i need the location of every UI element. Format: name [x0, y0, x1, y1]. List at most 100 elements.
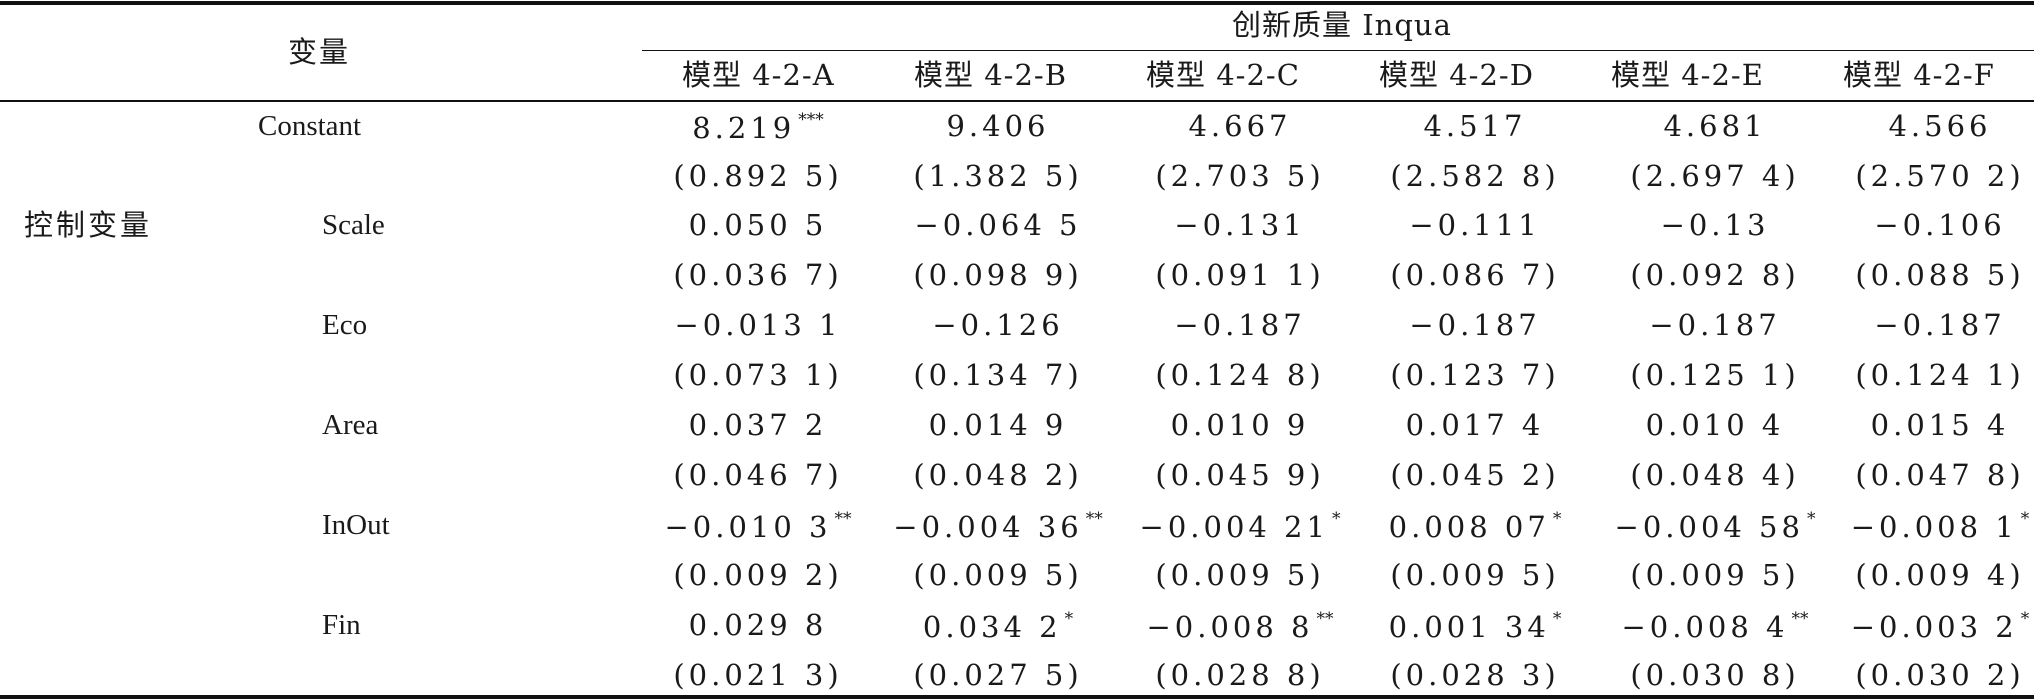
- se-inout-col-4: (0.009 5): [1390, 558, 1560, 592]
- se-eco-col-5: (0.125 1): [1630, 358, 1800, 392]
- variable-column-header: 变量: [288, 35, 351, 69]
- se-scale-col-2: (0.098 9): [913, 258, 1083, 292]
- se-inout-col-5: (0.009 5): [1630, 558, 1800, 592]
- significance-stars: **: [1791, 609, 1809, 629]
- se-fin-col-5: (0.030 8): [1630, 658, 1800, 692]
- coef-value: −0.126: [932, 308, 1064, 342]
- coef-value: −0.187: [1174, 308, 1306, 342]
- se-fin-col-2: (0.027 5): [913, 658, 1083, 692]
- se-area-col-3: (0.045 9): [1155, 458, 1325, 492]
- coef-value: −0.187: [1409, 308, 1541, 342]
- se-constant-col-4: (2.582 8): [1390, 159, 1560, 193]
- coef-value: 0.050 5: [688, 208, 828, 242]
- coef-inout-col-5: −0.004 58 *: [1615, 511, 1816, 542]
- se-eco-col-4: (0.123 7): [1390, 358, 1560, 392]
- table-bottom-rule: [0, 695, 2034, 699]
- se-fin-col-1: (0.021 3): [673, 658, 843, 692]
- coef-value: −0.008 4: [1621, 610, 1789, 644]
- row-label-area: Area: [322, 409, 379, 441]
- coef-inout-col-1: −0.010 3 **: [665, 511, 852, 542]
- coef-area-col-5: 0.010 4: [1646, 411, 1785, 440]
- coef-scale-col-2: −0.064 5: [915, 211, 1082, 240]
- model-header-c: 模型 4-2-C: [1146, 58, 1300, 92]
- innovation-quality-group-header: 创新质量 Inqua: [1232, 8, 1452, 42]
- coef-value: 0.010 4: [1645, 408, 1785, 442]
- coef-value: −0.003 2: [1850, 610, 2018, 644]
- model-header-f: 模型 4-2-F: [1843, 58, 1995, 92]
- header-bottom-rule: [0, 100, 2034, 102]
- coef-value: −0.106: [1874, 208, 2006, 242]
- se-constant-col-1: (0.892 5): [673, 159, 843, 193]
- coef-eco-col-5: −0.187: [1649, 311, 1780, 340]
- coef-area-col-2: 0.014 9: [929, 411, 1068, 440]
- se-area-col-6: (0.047 8): [1855, 458, 2025, 492]
- coef-value: 0.010 9: [1170, 408, 1310, 442]
- significance-stars: *: [1806, 509, 1816, 529]
- coef-value: 0.017 4: [1405, 408, 1545, 442]
- coef-value: −0.13: [1660, 208, 1770, 242]
- se-area-col-1: (0.046 7): [673, 458, 843, 492]
- significance-stars: **: [1316, 609, 1334, 629]
- se-fin-col-4: (0.028 3): [1390, 658, 1560, 692]
- coef-inout-col-6: −0.008 1 *: [1851, 511, 2030, 542]
- group-header-underline: [642, 50, 2034, 51]
- se-scale-col-5: (0.092 8): [1630, 258, 1800, 292]
- coef-fin-col-3: −0.008 8 **: [1147, 611, 1334, 642]
- se-area-col-2: (0.048 2): [913, 458, 1083, 492]
- se-eco-col-1: (0.073 1): [673, 358, 843, 392]
- significance-stars: **: [834, 509, 852, 529]
- row-label-constant: Constant: [258, 110, 362, 142]
- significance-stars: *: [1552, 509, 1562, 529]
- coef-constant-col-1: 8.219 ***: [692, 112, 824, 143]
- coef-value: −0.187: [1649, 308, 1781, 342]
- se-area-col-5: (0.048 4): [1630, 458, 1800, 492]
- significance-stars: *: [1064, 609, 1074, 629]
- coef-area-col-3: 0.010 9: [1171, 411, 1310, 440]
- coef-value: −0.004 58: [1614, 510, 1804, 544]
- coef-value: 0.008 07: [1388, 510, 1550, 544]
- se-scale-col-4: (0.086 7): [1390, 258, 1560, 292]
- model-header-a: 模型 4-2-A: [682, 58, 835, 92]
- coef-value: −0.004 36: [893, 510, 1083, 544]
- coef-fin-col-1: 0.029 8: [689, 611, 828, 640]
- coef-value: 0.014 9: [928, 408, 1068, 442]
- significance-stars: *: [2020, 609, 2030, 629]
- coef-area-col-6: 0.015 4: [1871, 411, 2010, 440]
- coef-scale-col-3: −0.131: [1174, 211, 1305, 240]
- row-label-scale: Scale: [322, 209, 385, 241]
- significance-stars: *: [2020, 509, 2030, 529]
- significance-stars: **: [1085, 509, 1103, 529]
- coef-value: 4.681: [1663, 109, 1767, 143]
- coef-constant-col-4: 4.517: [1423, 112, 1526, 141]
- se-constant-col-2: (1.382 5): [913, 159, 1083, 193]
- significance-stars: ***: [798, 110, 824, 130]
- coef-value: −0.131: [1174, 208, 1306, 242]
- coef-area-col-1: 0.037 2: [689, 411, 828, 440]
- row-label-fin: Fin: [322, 609, 361, 641]
- coef-inout-col-4: 0.008 07 *: [1389, 511, 1562, 542]
- row-label-eco: Eco: [322, 309, 368, 341]
- model-header-e: 模型 4-2-E: [1611, 58, 1764, 92]
- coef-value: −0.008 1: [1850, 510, 2018, 544]
- coef-value: 4.667: [1188, 109, 1292, 143]
- coef-value: −0.111: [1409, 208, 1541, 242]
- coef-inout-col-3: −0.004 21 *: [1140, 511, 1341, 542]
- coef-fin-col-6: −0.003 2 *: [1851, 611, 2030, 642]
- coef-value: 0.015 4: [1870, 408, 2010, 442]
- coef-fin-col-2: 0.034 2 *: [923, 611, 1073, 642]
- significance-stars: *: [1552, 609, 1562, 629]
- coef-value: −0.010 3: [664, 510, 832, 544]
- se-scale-col-3: (0.091 1): [1155, 258, 1325, 292]
- se-eco-col-2: (0.134 7): [913, 358, 1083, 392]
- coef-value: −0.013 1: [674, 308, 842, 342]
- coef-constant-col-2: 9.406: [946, 112, 1049, 141]
- coef-value: 4.566: [1888, 109, 1992, 143]
- model-header-b: 模型 4-2-B: [914, 58, 1068, 92]
- se-constant-col-5: (2.697 4): [1630, 159, 1800, 193]
- coef-value: 4.517: [1423, 109, 1527, 143]
- coef-scale-col-4: −0.111: [1409, 211, 1540, 240]
- control-variables-group-label: 控制变量: [24, 208, 153, 242]
- coef-scale-col-5: −0.13: [1661, 211, 1770, 240]
- coef-area-col-4: 0.017 4: [1406, 411, 1545, 440]
- se-fin-col-6: (0.030 2): [1855, 658, 2025, 692]
